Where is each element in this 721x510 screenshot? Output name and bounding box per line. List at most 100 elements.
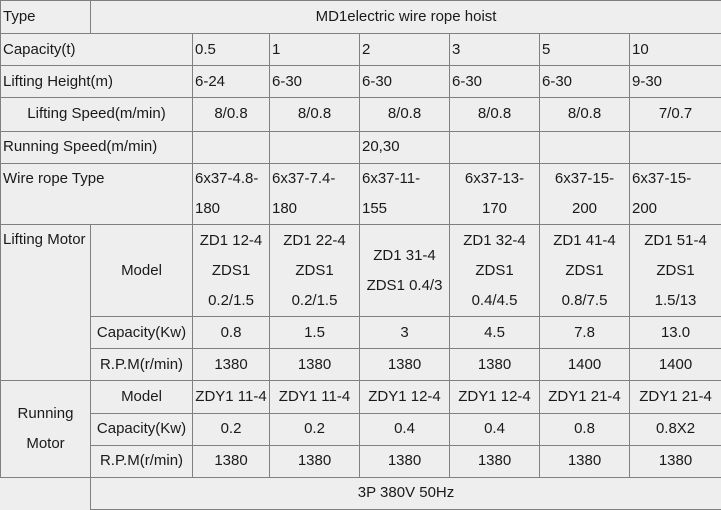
lifting-speed-row: Lifting Speed(m/min) 8/0.8 8/0.8 8/0.8 8… [0, 97, 721, 132]
wire-rope-line: 155 [362, 199, 388, 217]
power-row: 3P 380V 50Hz [0, 476, 721, 510]
wire-rope-line: 6x37-7.4- [272, 169, 336, 187]
wire-rope-line: 200 [632, 199, 658, 217]
model-line: ZD1 41-4 [553, 231, 616, 249]
lifting-speed-label: Lifting Speed(m/min) [0, 97, 193, 132]
running-motor-rpm: 1380 [539, 444, 630, 478]
lifting-height-value: 6-30 [539, 65, 630, 99]
wire-rope-value: 6x37-4.8- 180 [192, 162, 270, 225]
model-line: ZDS1 [656, 261, 695, 279]
empty-cell [0, 476, 91, 510]
capacity-value: 5 [539, 33, 630, 67]
running-motor-capacity: 0.8 [539, 412, 630, 446]
lifting-height-value: 6-24 [192, 65, 270, 99]
wire-rope-line: 6x37-15- [554, 169, 615, 187]
lifting-motor-rpm: 1380 [192, 348, 270, 382]
lifting-motor-model: ZD1 22-4 ZDS1 0.2/1.5 [269, 223, 360, 318]
lifting-height-value: 6-30 [359, 65, 450, 99]
model-line: ZDS1 [475, 261, 514, 279]
lifting-height-row: Lifting Height(m) 6-24 6-30 6-30 6-30 6-… [0, 65, 721, 99]
running-motor-model: ZDY1 21-4 [539, 380, 630, 414]
model-line: ZD1 51-4 [644, 231, 707, 249]
model-line: ZDS1 [565, 261, 604, 279]
model-line: 0.2/1.5 [291, 291, 338, 309]
running-motor-rpm: 1380 [449, 444, 540, 478]
lifting-motor-model: ZD1 41-4 ZDS1 0.8/7.5 [539, 223, 630, 318]
model-line: ZD1 22-4 [283, 231, 346, 249]
lifting-speed-value: 8/0.8 [539, 97, 630, 132]
running-motor-model: ZDY1 21-4 [628, 380, 721, 414]
running-motor-model-label: Model [90, 380, 193, 414]
lifting-motor-capacity: 4.5 [449, 316, 540, 350]
lifting-motor-label: Lifting Motor [0, 223, 91, 382]
lifting-motor-rpm: 1400 [628, 348, 721, 382]
type-row: Type MD1electric wire rope hoist [0, 0, 721, 35]
wire-rope-line: 170 [481, 199, 508, 217]
model-line: ZD1 31-4 [373, 246, 436, 264]
capacity-row: Capacity(t) 0.5 1 2 3 5 10 [0, 33, 721, 67]
lifting-speed-value: 8/0.8 [359, 97, 450, 132]
empty-cell [628, 130, 721, 164]
running-motor-rpm: 1380 [628, 444, 721, 478]
lifting-motor-capacity-label: Capacity(Kw) [90, 316, 193, 350]
model-line: ZD1 32-4 [463, 231, 526, 249]
lifting-motor-model: ZD1 31-4 ZDS1 0.4/3 [359, 223, 450, 318]
lifting-motor-capacity: 1.5 [269, 316, 360, 350]
running-motor-label: Running Motor [0, 380, 91, 478]
lifting-motor-rpm: 1380 [449, 348, 540, 382]
running-motor-capacity-row: Capacity(Kw) 0.2 0.2 0.4 0.4 0.8 0.8X2 [1, 412, 721, 446]
wire-rope-value: 6x37-15- 200 [628, 162, 721, 225]
wire-rope-line: 6x37-15- [632, 169, 692, 187]
lifting-speed-value: 7/0.7 [628, 97, 721, 132]
empty-cell [449, 130, 540, 164]
lifting-height-value: 9-30 [628, 65, 721, 99]
lifting-motor-model: ZD1 12-4 ZDS1 0.2/1.5 [192, 223, 270, 318]
running-motor-capacity-label: Capacity(Kw) [90, 412, 193, 446]
running-motor-capacity: 0.8X2 [628, 412, 721, 446]
model-line: ZDS1 [295, 261, 334, 279]
model-line: ZD1 12-4 [199, 231, 263, 249]
lifting-motor-rpm-row: R.P.M(r/min) 1380 1380 1380 1380 1400 14… [1, 348, 721, 382]
empty-cell [539, 130, 630, 164]
lifting-speed-value: 8/0.8 [269, 97, 360, 132]
running-motor-label-line: Motor [26, 435, 65, 453]
running-motor-rpm-row: R.P.M(r/min) 1380 1380 1380 1380 1380 13… [1, 444, 721, 478]
lifting-motor-rpm: 1400 [539, 348, 630, 382]
running-motor-capacity: 0.2 [269, 412, 360, 446]
empty-cell [192, 130, 270, 164]
capacity-value: 3 [449, 33, 540, 67]
lifting-speed-value: 8/0.8 [192, 97, 270, 132]
lifting-motor-rpm-label: R.P.M(r/min) [90, 348, 193, 382]
wire-rope-line: 200 [571, 199, 598, 217]
wire-rope-value: 6x37-7.4- 180 [269, 162, 360, 225]
running-motor-model-row: Running Motor Model ZDY1 11-4 ZDY1 11-4 … [0, 380, 721, 478]
wire-rope-value: 6x37-13- 170 [449, 162, 540, 225]
lifting-motor-rpm: 1380 [359, 348, 450, 382]
capacity-label: Capacity(t) [0, 33, 193, 67]
model-line: 0.2/1.5 [208, 291, 254, 309]
lifting-motor-model-label: Model [90, 223, 193, 318]
running-speed-value: 20,30 [359, 130, 450, 164]
wire-rope-line: 180 [195, 199, 221, 217]
lifting-speed-value: 8/0.8 [449, 97, 540, 132]
power-supply: 3P 380V 50Hz [89, 476, 721, 510]
wire-rope-line: 6x37-13- [464, 169, 525, 187]
running-motor-rpm: 1380 [269, 444, 360, 478]
lifting-height-value: 6-30 [449, 65, 540, 99]
running-motor-rpm: 1380 [192, 444, 270, 478]
wire-rope-row: Wire rope Type 6x37-4.8- 180 6x37-7.4- 1… [0, 162, 721, 225]
wire-rope-line: 180 [272, 199, 298, 217]
lifting-motor-rpm: 1380 [269, 348, 360, 382]
lifting-height-label: Lifting Height(m) [0, 65, 193, 99]
lifting-motor-capacity: 3 [359, 316, 450, 350]
running-motor-model: ZDY1 12-4 [359, 380, 450, 414]
lifting-motor-capacity: 0.8 [192, 316, 270, 350]
running-motor-capacity: 0.4 [449, 412, 540, 446]
lifting-motor-model: ZD1 51-4 ZDS1 1.5/13 [628, 223, 721, 318]
wire-rope-line: 6x37-11- [362, 169, 421, 187]
capacity-value: 1 [269, 33, 360, 67]
lifting-motor-model: ZD1 32-4 ZDS1 0.4/4.5 [449, 223, 540, 318]
model-line: 0.8/7.5 [561, 291, 608, 309]
running-motor-capacity: 0.4 [359, 412, 450, 446]
